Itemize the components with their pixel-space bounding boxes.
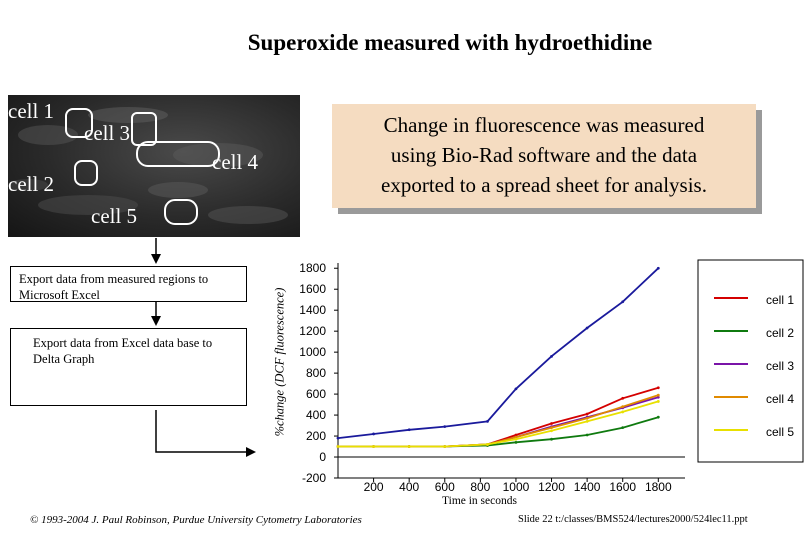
y-tick-label: 1800	[299, 261, 326, 275]
flow-step-2: Export data from Excel data base to Delt…	[10, 328, 247, 406]
flow-step-1: Export data from measured regions to Mic…	[10, 266, 247, 302]
series-point-1	[514, 433, 518, 437]
series-point-4	[550, 426, 553, 430]
series-point-4	[621, 405, 625, 409]
y-tick-label: 0	[319, 450, 326, 464]
series-point-5	[514, 437, 518, 441]
cell-1-outline	[65, 108, 93, 138]
series-point-5	[550, 429, 553, 433]
series-point-6	[443, 425, 447, 429]
microscopy-image: cell 1 cell 3 cell 4 cell 2 cell 5	[8, 95, 300, 237]
series-point-2	[550, 437, 553, 441]
series-point-5	[656, 400, 660, 403]
series-point-1	[585, 412, 589, 416]
flow-step-2-text: Export data from Excel data base to Delt…	[33, 336, 213, 366]
cell-4-label: cell 4	[212, 150, 259, 174]
series-line-1	[338, 386, 659, 448]
legend-label: cell 4	[766, 392, 794, 406]
series-point-6	[407, 428, 411, 432]
cell-3-label: cell 3	[84, 121, 131, 145]
series-point-1	[656, 386, 660, 390]
x-tick-label: 1800	[645, 480, 672, 494]
series-point-5	[443, 445, 447, 448]
x-tick-label: 600	[435, 480, 455, 494]
callout-line-1: Change in fluorescence was measured	[383, 113, 705, 137]
cell-5-outline	[164, 199, 198, 225]
series-point-6	[621, 300, 625, 304]
x-tick-label: 1600	[609, 480, 636, 494]
y-tick-label: 800	[306, 366, 326, 380]
series-point-4	[656, 393, 660, 397]
y-tick-label: 600	[306, 387, 326, 401]
x-axis-label: Time in seconds	[442, 495, 517, 507]
series-line-5	[338, 400, 659, 448]
x-tick-label: 400	[399, 480, 419, 494]
series-point-6	[550, 354, 553, 358]
legend-label: cell 2	[766, 326, 794, 340]
slide-title: Superoxide measured with hydroethidine	[247, 30, 653, 55]
cell-2-outline	[74, 160, 98, 186]
callout-line-3: exported to a spread sheet for analysis.	[381, 173, 707, 197]
y-tick-label: 400	[306, 408, 326, 422]
cell-5-label: cell 5	[91, 204, 138, 228]
series-point-2	[585, 433, 589, 437]
series-point-2	[621, 426, 625, 430]
series-point-5	[621, 410, 625, 414]
y-tick-label: 1400	[299, 303, 326, 317]
series-point-5	[336, 445, 340, 448]
cell-texture	[8, 107, 288, 224]
flow-arrow-3	[155, 410, 256, 457]
copyright-footer: © 1993-2004 J. Paul Robinson, Purdue Uni…	[30, 514, 362, 526]
legend-label: cell 5	[766, 425, 794, 439]
y-tick-label: 1000	[299, 345, 326, 359]
series-point-6	[372, 432, 375, 436]
legend-label: cell 1	[766, 293, 794, 307]
y-tick-label: 1600	[299, 282, 326, 296]
callout-line-2: using Bio-Rad software and the data	[390, 143, 698, 167]
series-point-2	[656, 415, 660, 419]
series-point-6	[336, 436, 340, 440]
series-point-5	[585, 419, 589, 423]
cell-4-outline	[136, 141, 220, 167]
slide-footer: Slide 22 t:/classes/BMS524/lectures2000/…	[518, 514, 748, 525]
x-tick-label: 1200	[538, 480, 565, 494]
x-tick-label: 1400	[574, 480, 601, 494]
series-point-1	[550, 422, 553, 425]
flow-step-1-text: Export data from measured regions to Mic…	[19, 272, 209, 302]
y-tick-label: -200	[302, 471, 326, 485]
y-tick-label: 1200	[299, 324, 326, 338]
series-line-6	[337, 267, 659, 439]
x-tick-label: 800	[470, 480, 490, 494]
series-point-6	[486, 419, 489, 423]
series-point-5	[407, 445, 411, 448]
cell-1-label: cell 1	[8, 99, 55, 123]
series-point-1	[621, 396, 625, 400]
series-point-2	[514, 440, 518, 444]
series-point-6	[585, 326, 589, 330]
series-point-3	[656, 395, 660, 399]
x-tick-label: 1000	[503, 480, 530, 494]
legend-box	[697, 259, 804, 463]
series-point-5	[486, 443, 489, 446]
callout-box: Change in fluorescence was measured usin…	[332, 104, 756, 208]
series-point-6	[514, 387, 518, 391]
series-point-5	[372, 445, 375, 448]
series-point-4	[514, 435, 518, 439]
series-point-6	[656, 266, 660, 270]
cell-2-label: cell 2	[8, 172, 55, 196]
y-tick-label: 200	[306, 429, 326, 443]
series-point-4	[585, 416, 589, 420]
x-tick-label: 200	[364, 480, 384, 494]
legend-label: cell 3	[766, 359, 794, 373]
